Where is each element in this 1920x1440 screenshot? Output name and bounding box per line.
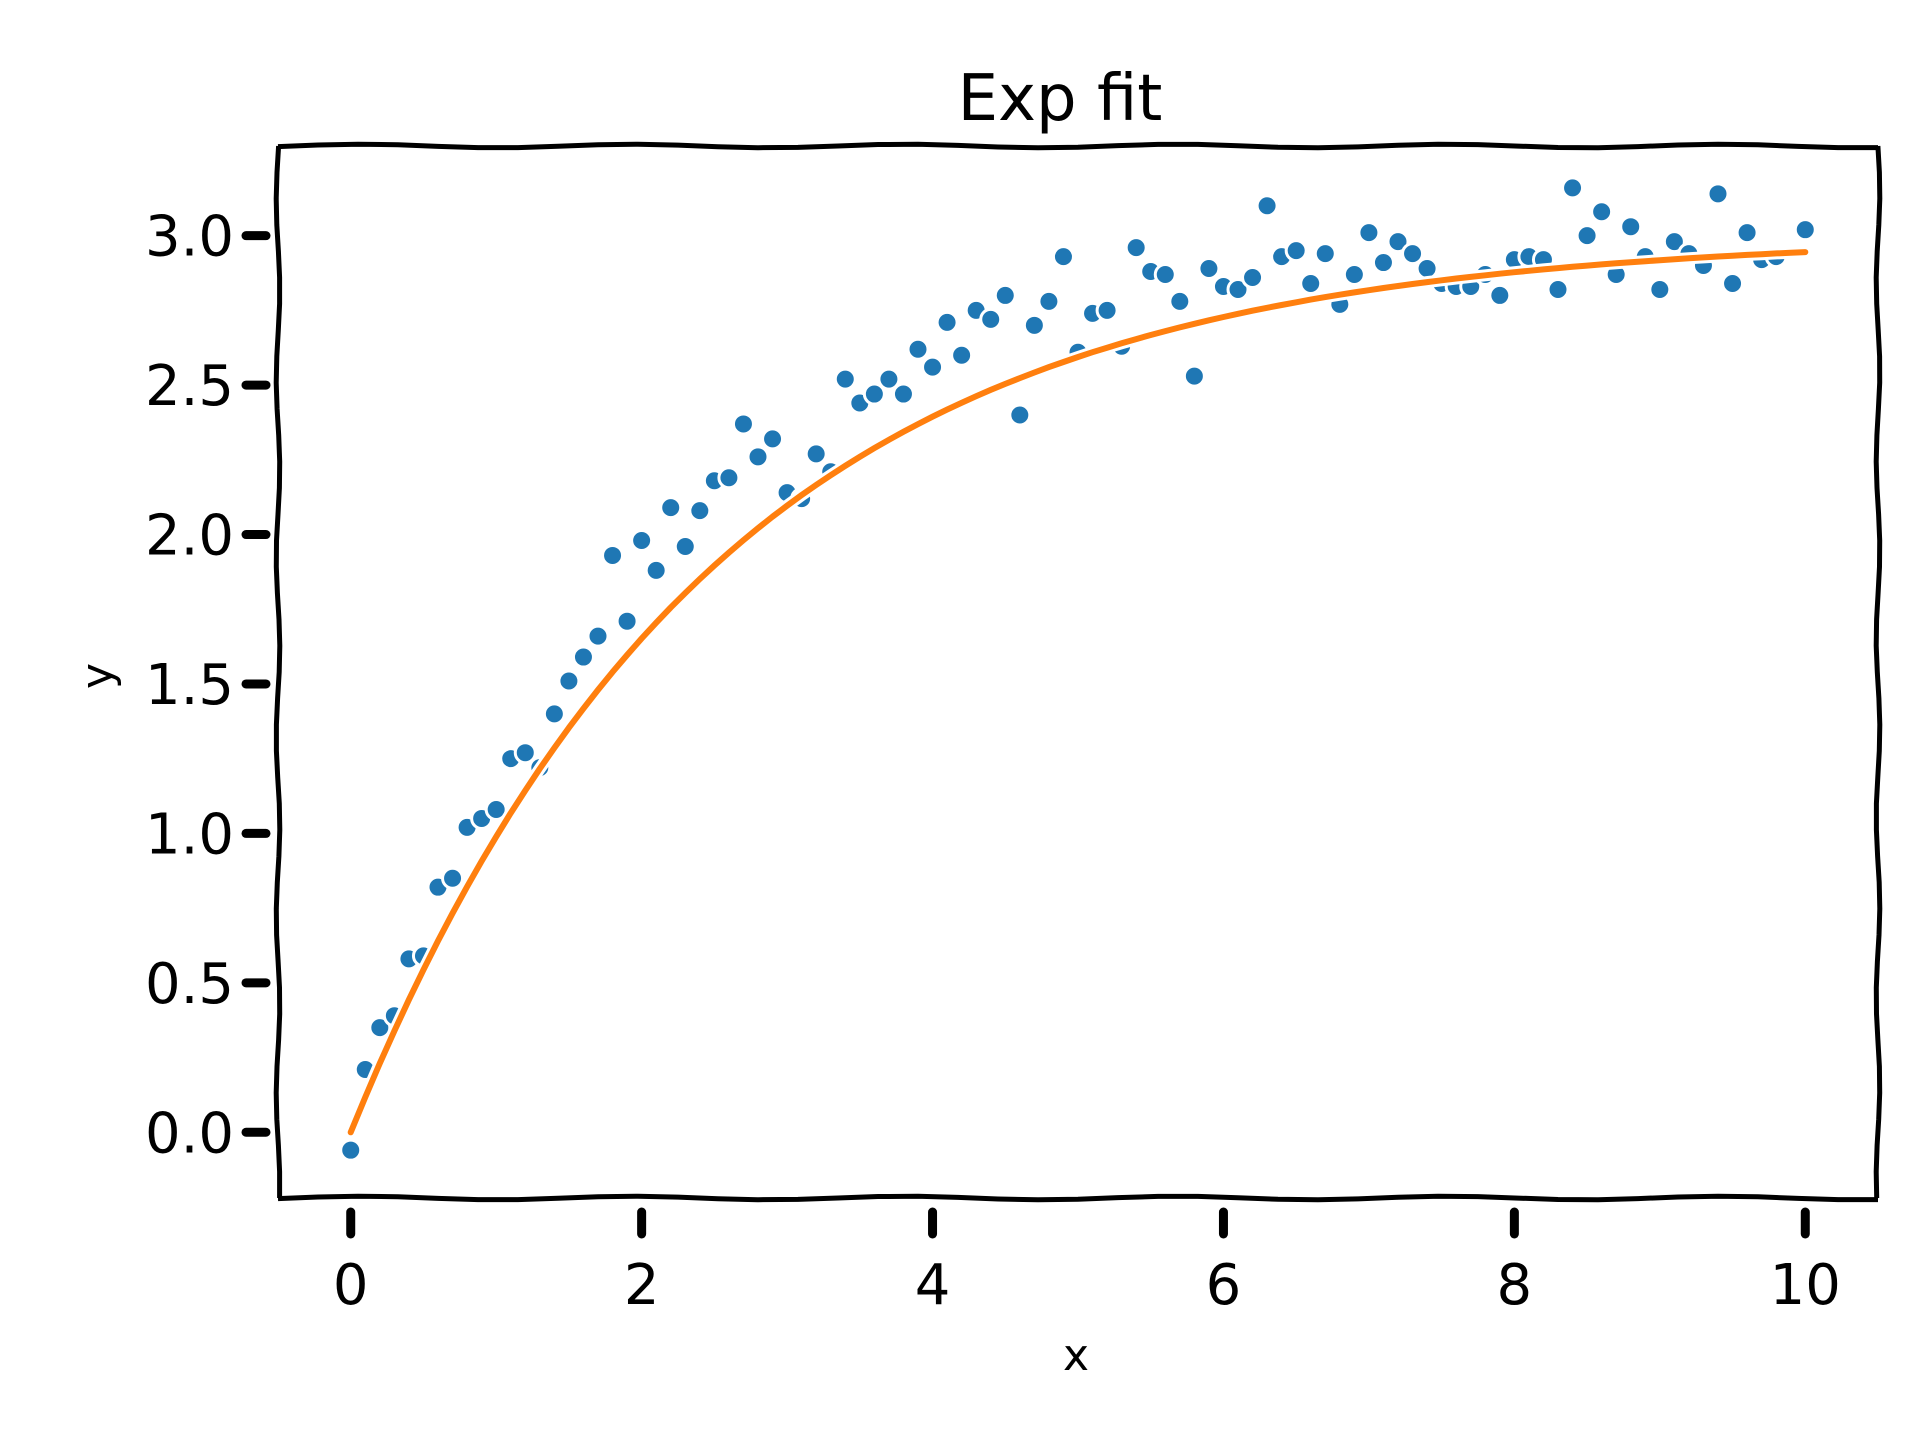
data-point: [1313, 242, 1337, 266]
x-tick-label: 2: [624, 1253, 660, 1318]
data-point: [717, 466, 741, 490]
plot-frame: [273, 141, 1883, 1203]
data-point: [731, 412, 755, 436]
data-point: [1488, 283, 1512, 307]
data-point: [1037, 289, 1061, 313]
fit-line: [347, 249, 1809, 1136]
data-point: [1575, 224, 1599, 248]
data-point: [1095, 298, 1119, 322]
data-point: [935, 310, 959, 334]
y-tick-label: 1.5: [145, 653, 234, 718]
fit-series: [344, 246, 1812, 1139]
data-point: [1721, 271, 1745, 295]
data-point: [1401, 242, 1425, 266]
data-point: [1662, 230, 1686, 254]
data-point: [630, 529, 654, 552]
chart-title: Exp fit: [958, 62, 1163, 136]
y-tick-label: 1.0: [145, 802, 234, 867]
data-point: [1241, 266, 1265, 289]
y-axis-label: y: [72, 663, 123, 689]
data-point: [339, 1138, 363, 1162]
data-point: [513, 741, 537, 765]
data-point: [1342, 263, 1366, 287]
data-point: [906, 337, 930, 361]
data-point: [1590, 200, 1614, 224]
data-point: [1226, 277, 1250, 301]
data-point: [1051, 245, 1075, 269]
data-point: [571, 645, 595, 669]
data-point: [1735, 221, 1759, 245]
data-point: [644, 558, 668, 582]
data-point: [673, 534, 697, 558]
data-point: [441, 866, 465, 890]
data-point: [1706, 182, 1730, 206]
data-point: [615, 609, 639, 633]
data-point: [862, 382, 886, 406]
data-point: [688, 499, 712, 523]
data-point: [1371, 251, 1395, 275]
data-point: [746, 445, 770, 469]
data-point: [659, 496, 683, 520]
data-point: [1793, 218, 1817, 242]
frame-right: [1873, 145, 1883, 1199]
data-point: [557, 669, 581, 693]
data-point: [1168, 289, 1192, 313]
y-tick-label: 0.0: [145, 1101, 234, 1166]
y-tick-label: 2.0: [145, 504, 234, 569]
x-tick-label: 0: [333, 1253, 369, 1318]
data-point: [1008, 403, 1032, 427]
x-tick-label: 8: [1497, 1253, 1533, 1318]
data-point: [993, 283, 1017, 307]
x-axis-label: x: [1063, 1330, 1089, 1381]
data-point: [1124, 236, 1148, 260]
data-point: [833, 367, 857, 391]
y-tick-label: 3.0: [145, 205, 234, 270]
data-point: [601, 543, 625, 567]
data-point: [1182, 364, 1206, 388]
data-point: [1153, 263, 1177, 287]
data-point: [979, 307, 1003, 331]
scatter-series: [339, 176, 1817, 1162]
data-point: [1299, 271, 1323, 295]
frame-top: [277, 141, 1878, 151]
data-point: [877, 367, 901, 391]
frame-bottom: [277, 1193, 1878, 1203]
data-point: [1561, 176, 1585, 200]
y-axis: 0.0 0.5 1.0 1.5 2.0 2.5 3.0: [145, 205, 271, 1166]
data-point: [1546, 277, 1570, 301]
data-point: [542, 702, 566, 726]
data-point: [1357, 221, 1381, 245]
x-tick-label: 4: [915, 1253, 951, 1318]
data-point: [1648, 277, 1672, 301]
data-point: [921, 355, 945, 379]
data-point: [950, 343, 974, 367]
data-point: [586, 624, 610, 648]
data-point: [804, 442, 828, 466]
data-point: [1022, 313, 1046, 337]
x-tick-label: 10: [1770, 1253, 1841, 1318]
x-axis: 0 2 4 6 8 10: [333, 1207, 1841, 1318]
x-tick-label: 6: [1206, 1253, 1242, 1318]
data-point: [1255, 194, 1279, 218]
data-point: [1197, 257, 1221, 281]
data-point: [891, 382, 915, 406]
data-point: [1284, 239, 1308, 263]
data-point: [761, 427, 785, 451]
y-tick-label: 0.5: [145, 952, 234, 1017]
y-tick-label: 2.5: [145, 354, 234, 419]
data-point: [1619, 215, 1643, 239]
frame-left: [273, 145, 283, 1198]
data-point: [1386, 230, 1410, 254]
